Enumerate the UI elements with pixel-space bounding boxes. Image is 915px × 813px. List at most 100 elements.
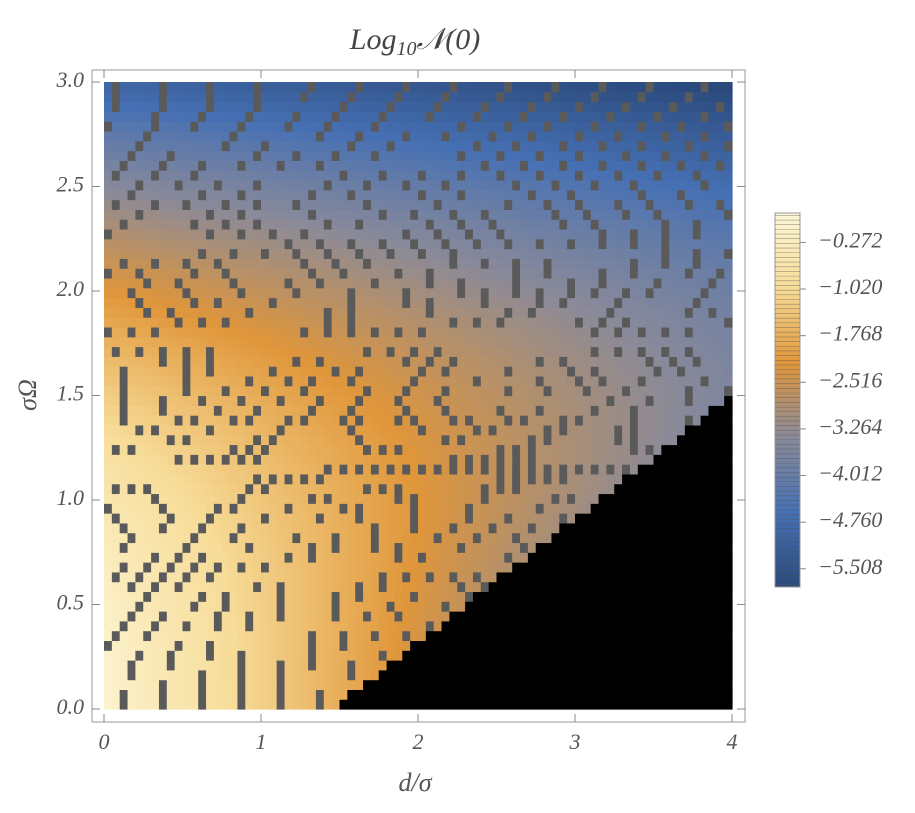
field-cell xyxy=(590,503,600,514)
field-cell xyxy=(527,542,537,553)
field-cell xyxy=(355,199,364,210)
field-cell xyxy=(582,591,592,602)
field-cell xyxy=(465,689,474,700)
field-cell xyxy=(104,669,113,681)
field-cell xyxy=(504,493,513,504)
field-cell xyxy=(614,434,623,446)
field-cell xyxy=(151,160,160,171)
field-cell xyxy=(174,689,184,700)
field-cell xyxy=(677,130,686,142)
field-cell xyxy=(339,375,348,387)
field-cell xyxy=(127,209,136,220)
field-cell xyxy=(425,356,435,367)
field-cell xyxy=(292,611,301,622)
field-cell xyxy=(198,601,207,612)
field-cell xyxy=(198,248,207,259)
field-cell xyxy=(182,101,191,112)
field-cell xyxy=(394,522,403,534)
field-cell xyxy=(441,287,450,299)
field-cell xyxy=(527,150,537,161)
field-cell xyxy=(645,542,655,553)
field-cell xyxy=(520,552,529,563)
field-cell xyxy=(111,464,121,475)
field-cell xyxy=(276,532,286,544)
field-cell xyxy=(512,679,521,691)
field-cell xyxy=(669,660,678,671)
field-cell xyxy=(261,150,270,161)
field-cell xyxy=(504,111,513,122)
field-cell xyxy=(653,238,662,250)
field-cell xyxy=(308,542,317,553)
field-cell xyxy=(111,238,121,250)
field-cell xyxy=(677,366,686,377)
field-cell xyxy=(284,130,293,142)
field-cell xyxy=(253,464,262,475)
field-cell xyxy=(229,346,239,357)
field-cell xyxy=(386,571,396,583)
field-cell xyxy=(221,405,231,416)
field-cell xyxy=(174,601,184,612)
field-cell xyxy=(465,522,474,534)
field-cell xyxy=(221,111,231,122)
field-cell xyxy=(418,219,427,230)
field-cell xyxy=(206,238,215,250)
field-cell xyxy=(300,552,309,563)
field-cell xyxy=(323,170,333,181)
field-cell xyxy=(622,611,631,622)
field-cell xyxy=(143,424,152,436)
field-cell xyxy=(370,522,380,534)
field-cell xyxy=(245,199,254,210)
field-cell xyxy=(590,493,600,504)
field-cell xyxy=(355,121,364,132)
field-cell xyxy=(182,82,191,93)
field-cell xyxy=(629,405,639,416)
field-cell xyxy=(653,473,662,485)
field-cell xyxy=(551,199,560,210)
field-cell xyxy=(418,552,427,563)
field-cell xyxy=(245,160,254,171)
field-cell xyxy=(700,209,710,220)
field-cell xyxy=(363,179,372,191)
field-cell xyxy=(143,483,152,495)
field-cell xyxy=(221,346,231,357)
field-cell xyxy=(135,179,144,191)
field-cell xyxy=(606,669,615,681)
field-cell xyxy=(308,601,317,612)
field-cell xyxy=(323,268,333,279)
field-cell xyxy=(465,189,474,201)
field-cell xyxy=(567,277,576,289)
field-cell xyxy=(386,679,396,691)
field-cell xyxy=(308,366,317,377)
field-cell xyxy=(182,395,191,406)
field-cell xyxy=(143,689,152,700)
field-cell xyxy=(158,581,168,593)
field-cell xyxy=(606,444,615,455)
field-cell xyxy=(708,522,717,534)
field-cell xyxy=(166,160,176,171)
field-cell xyxy=(677,415,686,426)
field-cell xyxy=(276,209,286,220)
field-cell xyxy=(410,513,419,524)
field-cell xyxy=(370,277,380,289)
field-cell xyxy=(527,581,537,593)
field-cell xyxy=(535,464,545,475)
field-cell xyxy=(339,571,348,583)
field-cell xyxy=(598,375,607,387)
field-cell xyxy=(268,415,278,426)
field-cell xyxy=(284,179,293,191)
field-cell xyxy=(637,356,647,367)
field-cell xyxy=(253,513,262,524)
field-cell xyxy=(425,473,435,485)
field-cell xyxy=(567,444,576,455)
field-cell xyxy=(284,699,293,710)
field-cell xyxy=(433,532,443,544)
field-cell xyxy=(457,415,466,426)
field-cell xyxy=(206,640,215,651)
field-cell xyxy=(410,493,419,504)
field-cell xyxy=(708,444,717,455)
field-cell xyxy=(268,268,278,279)
field-cell xyxy=(520,209,529,220)
field-cell xyxy=(339,238,348,250)
field-cell xyxy=(418,268,427,279)
field-cell xyxy=(182,111,191,122)
